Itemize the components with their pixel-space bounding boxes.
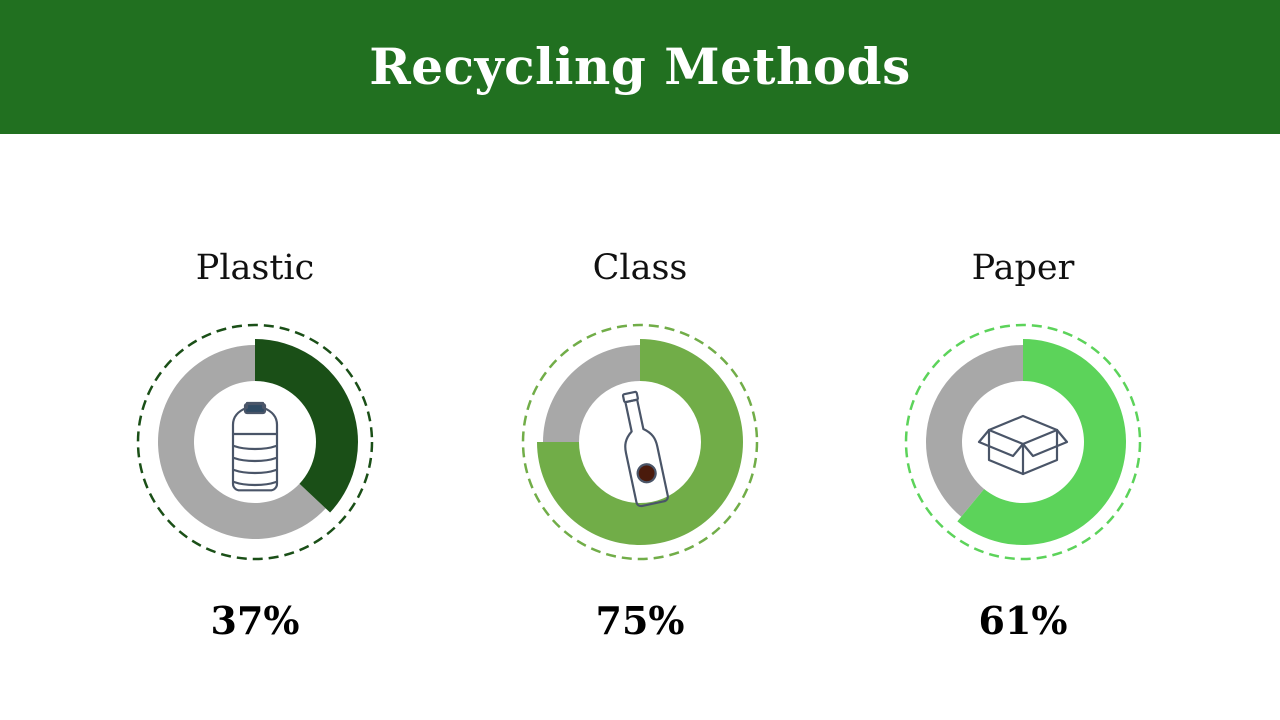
plastic-donut-chart [136,323,374,561]
class-label: Class [592,248,688,288]
plastic-percentage: 37% [210,598,300,643]
paper-track-arc [926,345,1023,517]
page-title: Recycling Methods [369,37,911,96]
plastic-bottle-icon [185,372,325,512]
plastic-dashed-ring [136,323,374,561]
paper-panel: Paper 61% [873,230,1173,670]
header-bar: Recycling Methods [0,0,1280,134]
class-track-arc [543,345,640,442]
class-panel: Class 75% [490,230,790,670]
class-donut-chart [521,323,759,561]
class-dashed-ring [521,323,759,561]
paper-donut-chart [904,323,1142,561]
plastic-track-arc [158,345,326,539]
plastic-label: Plastic [195,248,315,288]
paper-value-arc [957,339,1126,545]
plastic-value-arc [255,339,358,513]
class-value-arc [537,339,743,545]
plastic-panel: Plastic 37% [105,230,405,670]
paper-label: Paper [971,248,1075,288]
glass-bottle-icon [570,372,710,512]
class-percentage: 75% [595,598,685,643]
paper-percentage: 61% [978,598,1068,643]
paper-dashed-ring [904,323,1142,561]
cardboard-box-icon [953,372,1093,512]
